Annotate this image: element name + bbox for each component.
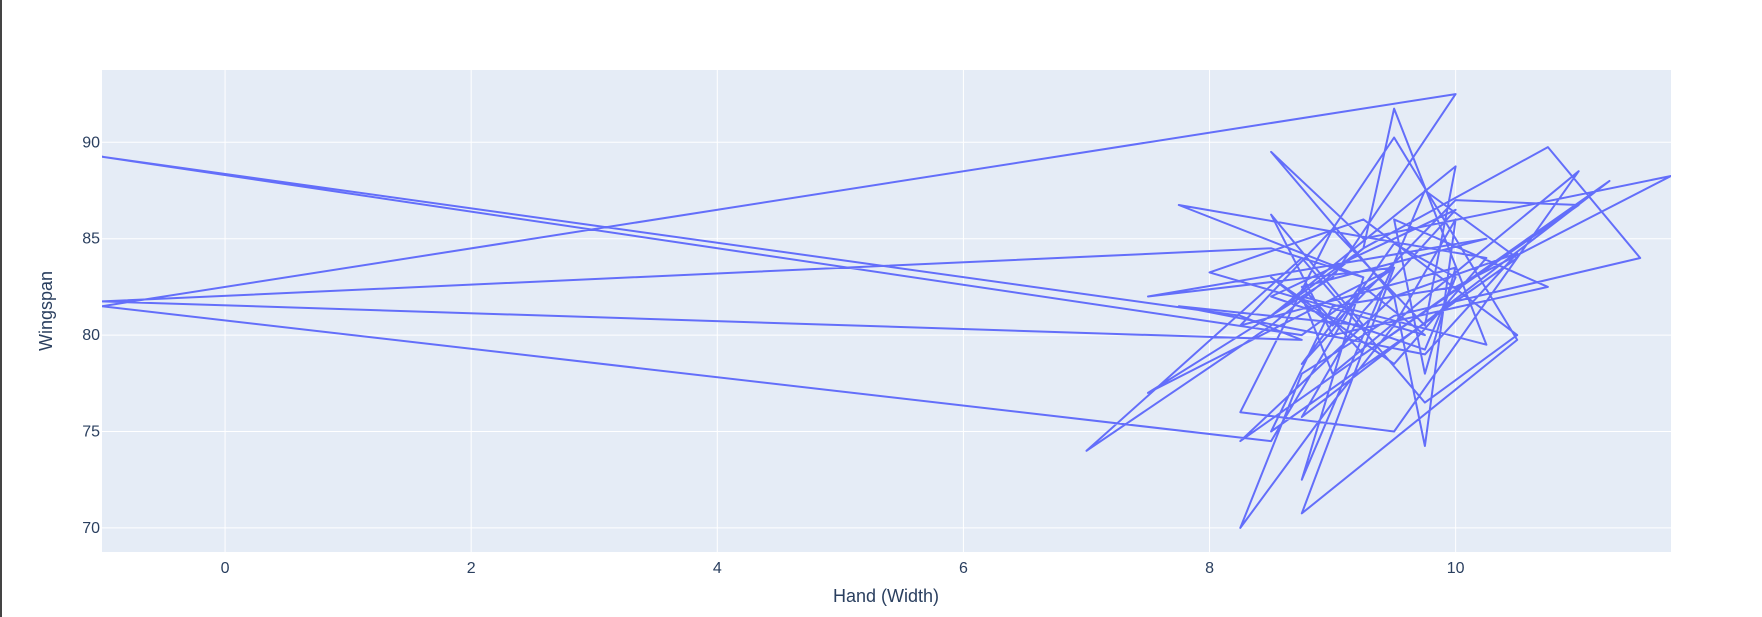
x-tick-label: 10 <box>1447 560 1465 577</box>
x-tick-label: 0 <box>221 560 230 577</box>
y-tick-label: 90 <box>82 134 100 151</box>
window-left-edge <box>0 0 2 617</box>
x-tick-label: 2 <box>467 560 476 577</box>
y-tick-label: 75 <box>82 424 100 441</box>
y-tick-labels: 70 75 80 85 90 <box>82 134 100 537</box>
x-tick-label: 6 <box>959 560 968 577</box>
x-tick-labels: 0 2 4 6 8 10 <box>221 560 1465 577</box>
gridlines <box>102 70 1671 552</box>
y-tick-label: 85 <box>82 231 100 248</box>
x-axis-title: Hand (Width) <box>833 586 939 606</box>
y-tick-label: 80 <box>82 327 100 344</box>
y-tick-label: 70 <box>82 520 100 537</box>
x-tick-label: 4 <box>713 560 722 577</box>
series-line <box>102 93 1671 529</box>
y-axis-title: Wingspan <box>36 271 56 351</box>
series-layer <box>102 93 1671 529</box>
x-tick-label: 8 <box>1205 560 1214 577</box>
